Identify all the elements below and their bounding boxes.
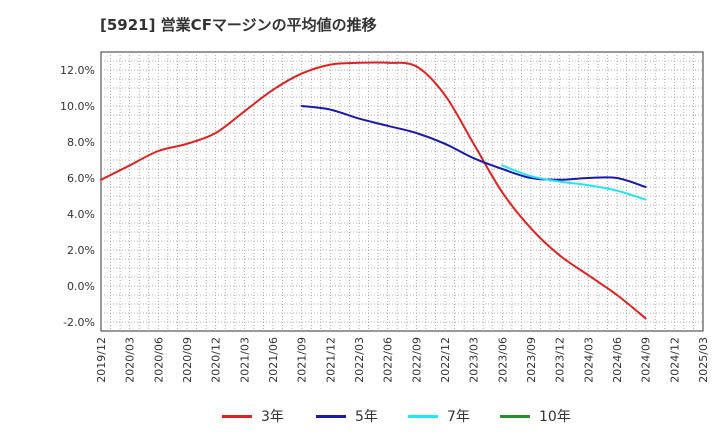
x-tick-label: 2020/12 [210, 337, 223, 383]
y-tick-label: 2.0% [67, 244, 95, 257]
y-tick-label: -2.0% [63, 316, 95, 329]
line-chart: -2.0% 0.0% 2.0% 4.0% 6.0% 8.0% 10.0% 12.0% 2019/… [60, 51, 710, 383]
series-line-1 [100, 61, 647, 320]
legend-swatch [316, 414, 346, 418]
legend-item-4: 10年 [500, 404, 571, 428]
legend-item-1: 3年 [222, 404, 284, 428]
x-tick-label: 2020/09 [181, 337, 194, 383]
series-layer [100, 61, 647, 320]
x-tick-label: 2020/03 [124, 337, 137, 383]
x-tick-label: 2019/12 [95, 337, 108, 383]
chart-title: [5921] 営業CFマージンの平均値の推移 [100, 16, 377, 34]
x-tick-label: 2025/03 [697, 337, 710, 383]
x-tick-label: 2024/03 [582, 337, 595, 383]
x-tick-label: 2022/09 [410, 337, 423, 383]
x-tick-label: 2024/09 [640, 337, 653, 383]
x-tick-label: 2022/12 [439, 337, 452, 383]
legend-label: 7年 [447, 409, 470, 425]
legend-item-2: 5年 [316, 404, 378, 428]
series-line-3 [501, 164, 647, 201]
x-tick-label: 2024/06 [611, 337, 624, 383]
legend-swatch [222, 414, 252, 418]
x-tick-label: 2021/12 [324, 337, 337, 383]
plot-area [100, 51, 704, 332]
x-tick-label: 2023/03 [468, 337, 481, 383]
legend-item-3: 7年 [408, 404, 470, 428]
x-tick-label: 2020/06 [152, 337, 165, 383]
y-tick-label: 12.0% [60, 64, 95, 77]
legend: 3年 5年 7年 10年 [0, 404, 720, 428]
x-tick-label: 2023/09 [525, 337, 538, 383]
x-tick-label: 2022/03 [353, 337, 366, 383]
y-tick-label: 4.0% [67, 208, 95, 221]
x-tick-label: 2024/12 [668, 337, 681, 383]
x-tick-label: 2021/06 [267, 337, 280, 383]
x-tick-label: 2021/09 [296, 337, 309, 383]
legend-swatch [408, 414, 438, 418]
y-tick-label: 0.0% [67, 280, 95, 293]
y-tick-label: 8.0% [67, 136, 95, 149]
x-tick-label: 2022/06 [382, 337, 395, 383]
y-tick-label: 10.0% [60, 100, 95, 113]
y-tick-label: 6.0% [67, 172, 95, 185]
x-tick-label: 2023/12 [554, 337, 567, 383]
x-tick-label: 2021/03 [238, 337, 251, 383]
x-tick-label: 2023/06 [496, 337, 509, 383]
series-line-2 [300, 105, 647, 188]
legend-swatch [500, 414, 530, 418]
legend-label: 3年 [261, 409, 284, 425]
legend-label: 10年 [539, 409, 571, 425]
legend-label: 5年 [355, 409, 378, 425]
grid-layer [100, 51, 704, 332]
axis-layer: -2.0% 0.0% 2.0% 4.0% 6.0% 8.0% 10.0% 12.0% 2019/… [60, 64, 710, 383]
